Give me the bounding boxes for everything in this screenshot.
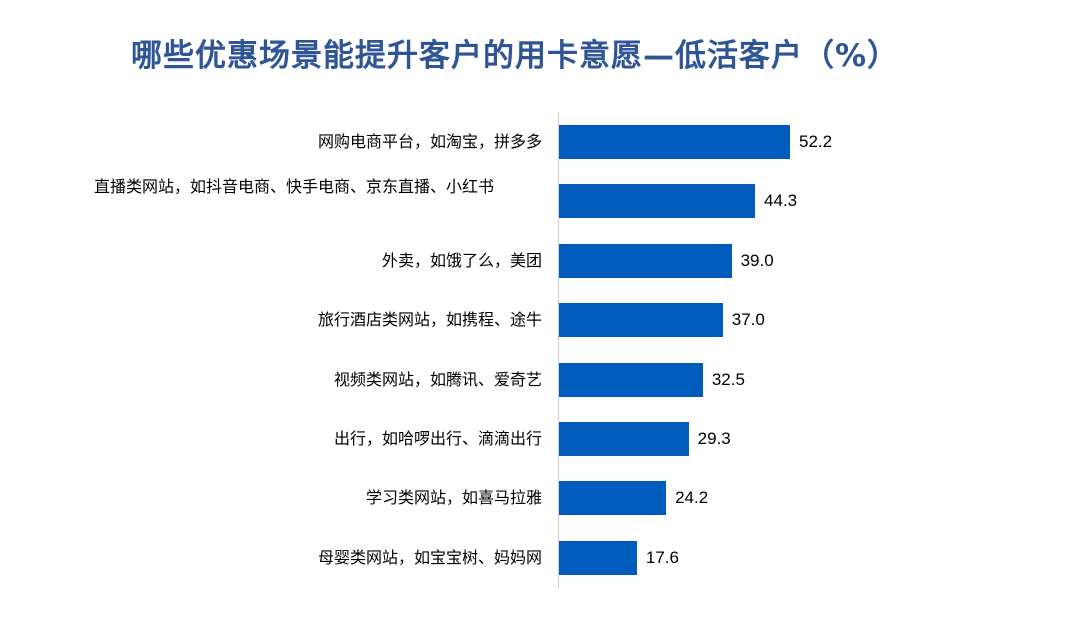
value-label: 24.2 — [675, 488, 709, 508]
category-label: 母婴类网站，如宝宝树、妈妈网 — [317, 547, 542, 567]
category-label: 旅行酒店类网站，如携程、途牛 — [317, 310, 542, 330]
category-label: 外卖，如饿了么，美团 — [381, 250, 542, 270]
value-label: 37.0 — [731, 310, 765, 330]
bar — [559, 243, 732, 278]
category-axis-line — [558, 112, 559, 588]
chart-title: 哪些优惠场景能提升客户的用卡意愿—低活客户（%） — [130, 38, 900, 74]
category-label: 出行，如哈啰出行、滴滴出行 — [333, 429, 542, 448]
bar — [559, 481, 667, 516]
value-label: 29.3 — [697, 429, 731, 448]
bar — [559, 540, 637, 575]
category-label: 视频类网站，如腾讯、爱奇艺 — [333, 369, 542, 389]
value-label: 39.0 — [740, 250, 774, 270]
category-label: 网购电商平台，如淘宝，拼多多 — [317, 132, 542, 151]
value-label: 52.2 — [799, 132, 833, 151]
bar — [559, 303, 723, 338]
bar — [559, 184, 756, 219]
bar — [559, 125, 790, 159]
category-label: 学习类网站，如喜马拉雅 — [365, 488, 542, 508]
value-label: 44.3 — [764, 191, 798, 211]
bar — [559, 362, 703, 397]
category-label: 直播类网站，如抖音电商、快手电商、京东直播、小红书 — [93, 177, 494, 197]
bar — [559, 422, 689, 456]
value-label: 32.5 — [711, 369, 745, 389]
value-label: 17.6 — [645, 547, 679, 567]
